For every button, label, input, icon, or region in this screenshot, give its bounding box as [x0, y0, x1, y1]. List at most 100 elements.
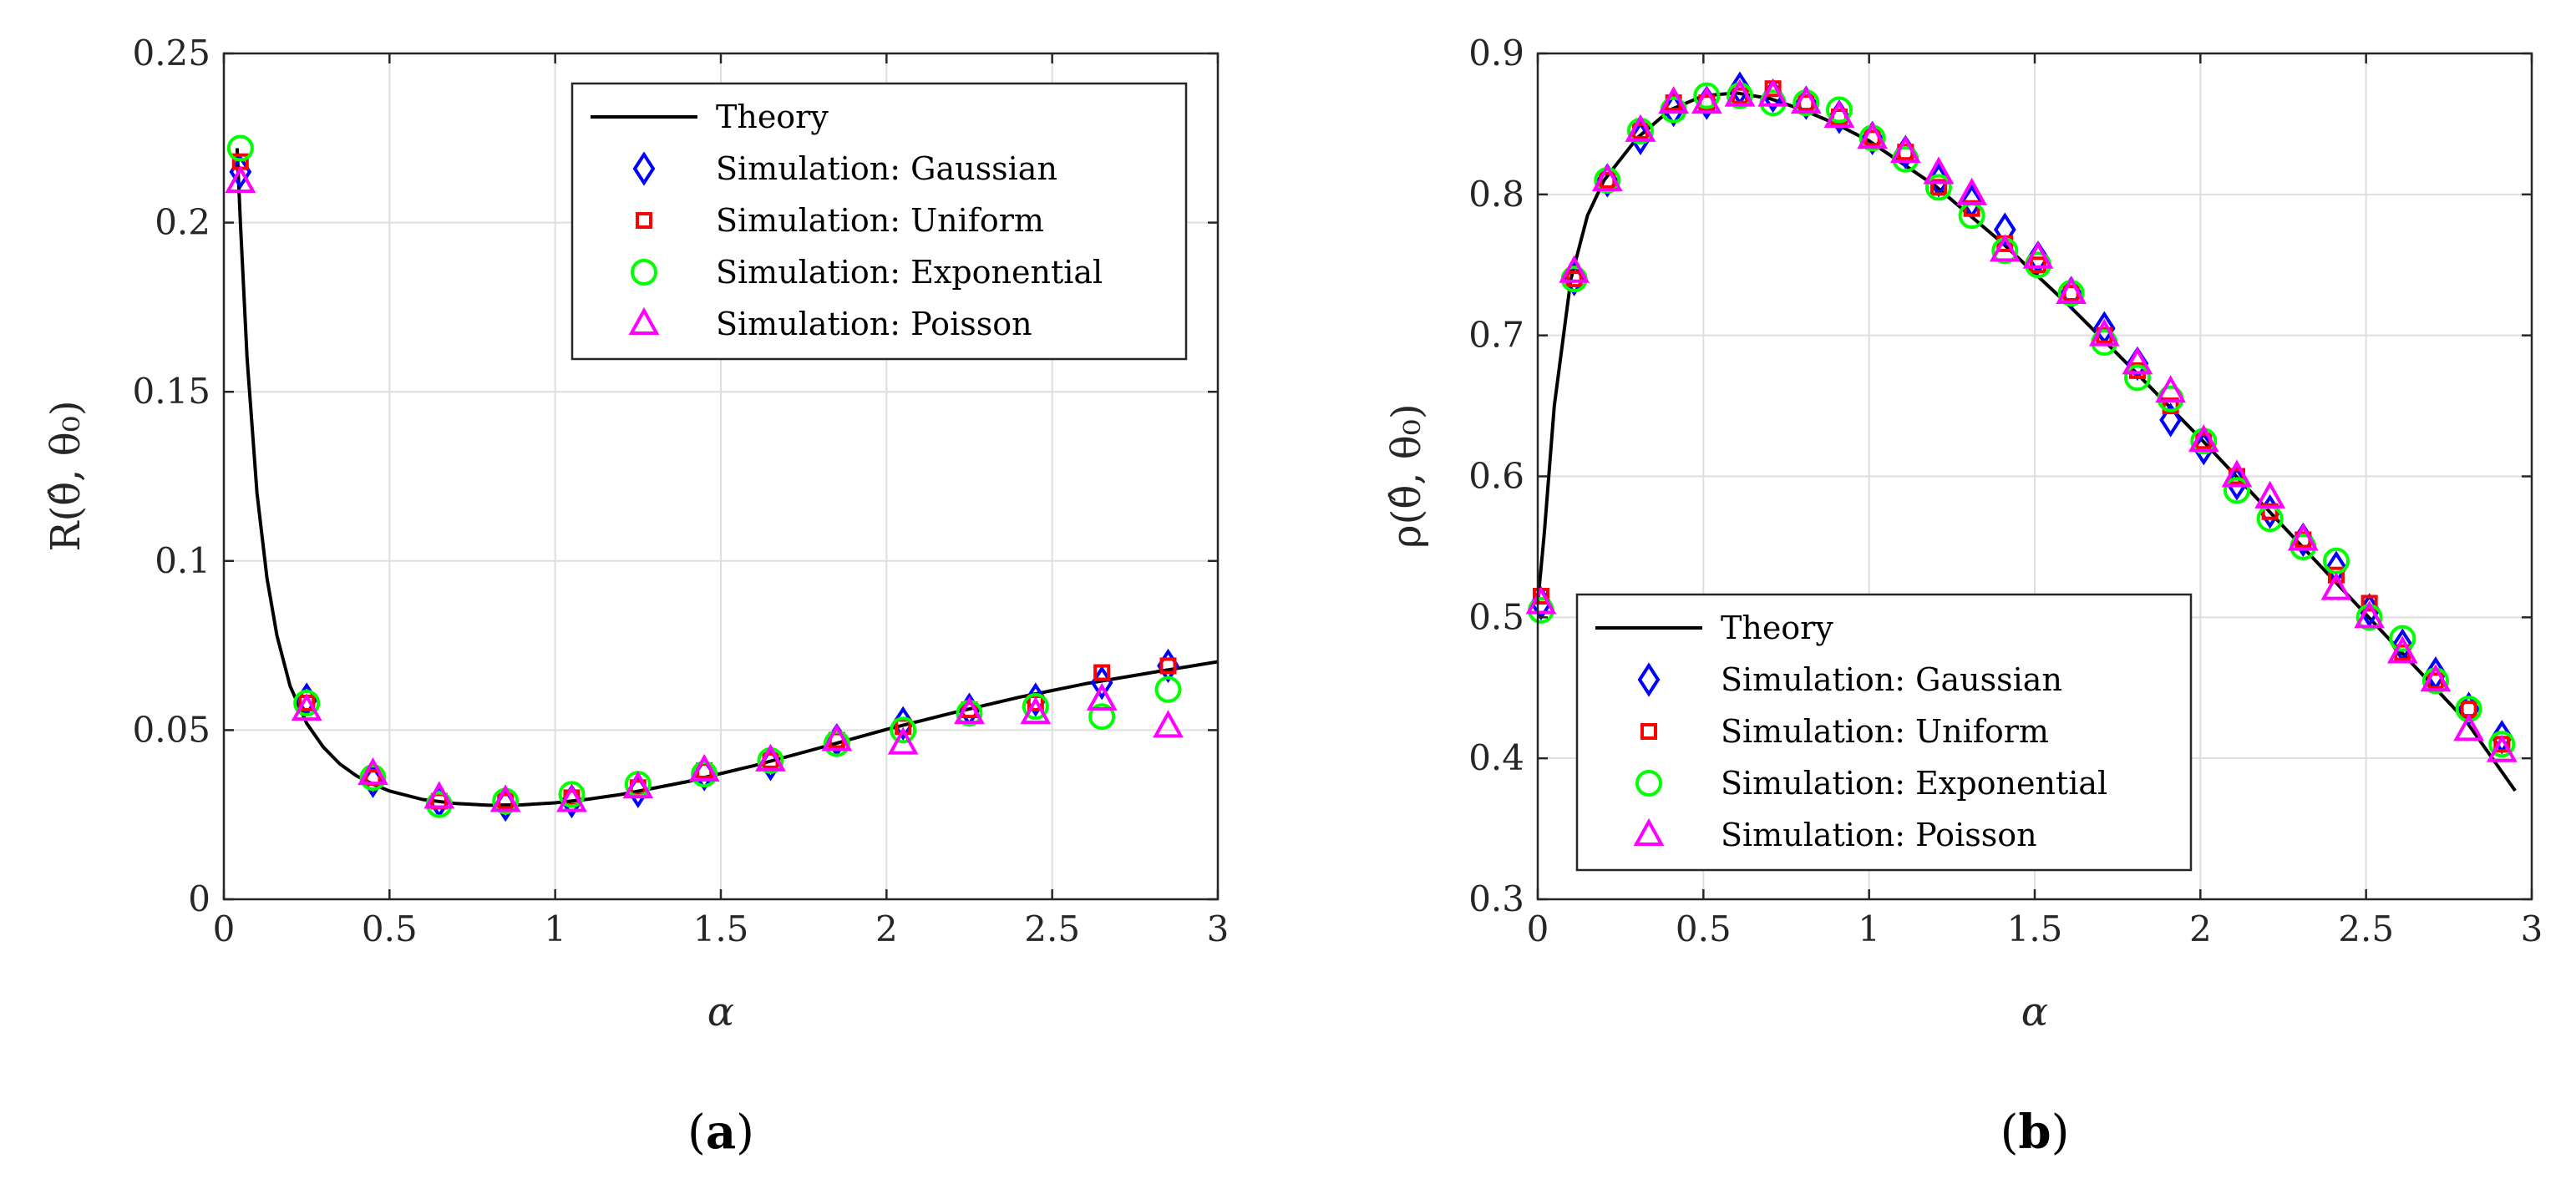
panel-b-poisson-point: Simulation: Poisson (0.11, 0.745) [1559, 255, 1590, 283]
panel-b-exponential-point: Simulation: Exponential (2.81, 0.435) [2455, 696, 2482, 723]
panel-a-subcaption-letter: a [706, 1105, 736, 1160]
panel-b-poisson-point: Simulation: Poisson (0.61, 0.87) [1724, 78, 1756, 107]
panel-b-y-tick-label: 0.7 [1468, 315, 1524, 356]
panel-b-uniform-point: Simulation: Uniform (1.51, 0.75) [2029, 256, 2046, 274]
panel-b-uniform-point: Simulation: Uniform (1.91, 0.65) [2162, 397, 2179, 415]
panel-b-poisson-point: Simulation: Poisson (1.11, 0.83) [1889, 135, 1921, 164]
panel-b-poisson-point: Simulation: Poisson (2.81, 0.42) [2453, 713, 2485, 741]
panel-a-exponential-point: Simulation: Exponential (0.25, 0.058) [293, 689, 321, 716]
panel-a-y-tick-label: 0 [188, 878, 210, 919]
panel-b-poisson-point: Simulation: Poisson (0.31, 0.845) [1625, 114, 1656, 142]
panel-a-poisson-point: Simulation: Poisson (2.45, 0.055) [1020, 696, 1052, 725]
panel-b-uniform-point: Simulation: Uniform (1.81, 0.675) [2128, 362, 2146, 379]
panel-b-y-label: ρ(θ̂, θ₀) [1383, 403, 1430, 548]
panel-b-poisson-point: Simulation: Poisson (1.51, 0.755) [2022, 240, 2054, 269]
panel-a-poisson-point: Simulation: Poisson (1.25, 0.033) [622, 771, 654, 799]
panel-a-legend-exponential-label: Simulation: Exponential [716, 254, 1103, 291]
panel-a-exponential-point: Simulation: Exponential (0.05, 0.222) [226, 134, 254, 162]
panel-b-gaussian-point: Simulation: Gaussian (1.91, 0.64) [2159, 402, 2183, 438]
panel-a-y-tick-label: 0.1 [155, 540, 210, 581]
panel-a-legend-theory-label: Theory [716, 99, 829, 135]
panel-b-poisson-point: Simulation: Poisson (0.51, 0.865) [1691, 85, 1722, 114]
panel-b-poisson-point: Simulation: Poisson (0.01, 0.51) [1525, 586, 1557, 615]
panel-b-poisson-point: Simulation: Poisson (1.61, 0.73) [2056, 276, 2087, 305]
panel-b-x-tick-label: 1 [1858, 908, 1880, 949]
panel-b-theory-line [1536, 91, 2517, 792]
panel-b-exponential-point: Simulation: Exponential (2.61, 0.485) [2389, 625, 2416, 652]
panel-b-poisson-point: Simulation: Poisson (2.31, 0.555) [2287, 523, 2319, 551]
panel-b-poisson-point: Simulation: Poisson (1.81, 0.68) [2122, 347, 2153, 375]
panel-b-subcaption-letter: b [2018, 1105, 2051, 1160]
panel-a-exponential-point: Simulation: Exponential (2.05, 0.05) [890, 716, 917, 744]
panel-a-exponential-point: Simulation: Exponential (2.65, 0.054) [1088, 703, 1116, 731]
panel-a-poisson-point: Simulation: Poisson (2.25, 0.055) [954, 696, 985, 725]
panel-b-exponential-point: Simulation: Exponential (1.21, 0.805) [1924, 174, 1952, 201]
panel-b-legend: Theory Simulation: Gaussian Simulation: Un… [1575, 593, 2193, 872]
panel-b-legend-uniform-swatch [1640, 723, 1657, 740]
panel-b-uniform-point: Simulation: Uniform (1.21, 0.805) [1929, 179, 1947, 196]
panel-a-subcaption: (a) [687, 1105, 754, 1160]
panel-a-legend-uniform-swatch [636, 212, 652, 229]
panel-b-legend-gaussian-swatch [1637, 662, 1661, 697]
panel-b-uniform-point: Simulation: Uniform (0.11, 0.74) [1565, 271, 1583, 288]
panel-b-y-tick-label: 0.4 [1468, 737, 1524, 778]
panel-b-x-tick-label: 3 [2521, 908, 2543, 949]
panel-a-poisson-point: Simulation: Poisson (1.05, 0.029) [556, 784, 587, 812]
panel-a-y-tick-label: 0.15 [132, 371, 210, 412]
panel-a-exponential-point: Simulation: Exponential (1.45, 0.037) [691, 761, 718, 788]
panel-a-poisson-point: Simulation: Poisson (2.65, 0.059) [1086, 682, 1118, 711]
panel-b-subcaption: (b) [2000, 1105, 2070, 1160]
panel-b-y-tick-label: 0.3 [1468, 878, 1524, 919]
panel-a-uniform-point: Simulation: Uniform (2.65, 0.067) [1093, 664, 1111, 681]
panel-a-x-tick-label: 2 [875, 908, 898, 949]
panel-b-x-tick-label: 0.5 [1676, 908, 1732, 949]
panel-b-poisson-point: Simulation: Poisson (1.41, 0.76) [1989, 234, 2021, 262]
panel-b-poisson-point: Simulation: Poisson (2.11, 0.6) [2221, 459, 2253, 488]
panel-b-poisson-point: Simulation: Poisson (1.71, 0.7) [2088, 318, 2120, 347]
panel-b-uniform-point: Simulation: Uniform (2.41, 0.53) [2327, 566, 2345, 584]
panel-b-ticks: 0 0.5 1 1.5 2 2.5 3 0.3 0.4 0.5 0.6 0.7 0.8 0.9 [1468, 33, 2543, 949]
panel-a-poisson-point: Simulation: Poisson (1.65, 0.041) [755, 743, 786, 772]
panel-a-exponential-point: Simulation: Exponential (0.45, 0.036) [359, 764, 387, 792]
panel-b-chart: Simulation: Gaussian (0.01, 0.51)Simulat… [1383, 33, 2543, 1160]
panel-a-legend: Theory Simulation: Gaussian Simulation: Un… [570, 82, 1188, 361]
panel-a-poisson-point: Simulation: Poisson (0.05, 0.212) [225, 164, 256, 193]
panel-a-markers: Simulation: Gaussian (0.05, 0.215)Simula… [225, 134, 1184, 822]
panel-b-legend-exponential-label: Simulation: Exponential [1721, 765, 2107, 802]
panel-b-poisson-point: Simulation: Poisson (2.51, 0.5) [2354, 600, 2386, 629]
panel-b-poisson-point: Simulation: Poisson (1.21, 0.815) [1923, 156, 1955, 185]
panel-a-legend-poisson-label: Simulation: Poisson [716, 306, 1032, 342]
panel-a-poisson-point: Simulation: Poisson (0.25, 0.056) [291, 692, 322, 721]
panel-a-x-tick-label: 2.5 [1024, 908, 1080, 949]
panel-a-poisson-point: Simulation: Poisson (0.65, 0.03) [423, 781, 455, 809]
panel-a-x-label: α [707, 989, 734, 1035]
panel-a-poisson-point: Simulation: Poisson (2.05, 0.046) [887, 726, 919, 755]
panel-a-poisson-point: Simulation: Poisson (2.85, 0.051) [1153, 710, 1184, 738]
panel-a-y-tick-label: 0.05 [132, 709, 210, 750]
panel-a-poisson-point: Simulation: Poisson (0.85, 0.029) [489, 784, 521, 812]
panel-b-legend-gaussian-label: Simulation: Gaussian [1721, 661, 2062, 698]
panel-a-x-tick-label: 1 [544, 908, 566, 949]
panel-b-poisson-point: Simulation: Poisson (1.31, 0.8) [1956, 177, 1988, 205]
panel-a-exponential-point: Simulation: Exponential (2.85, 0.062) [1154, 676, 1182, 703]
panel-b-y-tick-label: 0.6 [1468, 456, 1524, 497]
panel-b-poisson-point: Simulation: Poisson (2.71, 0.455) [2420, 664, 2452, 692]
panel-b-poisson-point: Simulation: Poisson (2.21, 0.585) [2254, 480, 2286, 509]
panel-b-x-tick-label: 2 [2189, 908, 2212, 949]
panel-a-legend-poisson-swatch [628, 306, 660, 335]
panel-b-poisson-point: Simulation: Poisson (0.21, 0.81) [1591, 163, 1623, 191]
panel-b-legend-exponential-swatch [1635, 770, 1662, 797]
panel-b-poisson-point: Simulation: Poisson (2.01, 0.625) [2188, 424, 2219, 453]
panel-b-gaussian-point: Simulation: Gaussian (1.41, 0.775) [1993, 212, 2016, 247]
panel-b-exponential-point: Simulation: Exponential (1.81, 0.67) [2123, 364, 2151, 392]
panel-b-legend-uniform-label: Simulation: Uniform [1721, 713, 2049, 750]
panel-b-exponential-point: Simulation: Exponential (2.11, 0.59) [2223, 477, 2250, 504]
panel-b-exponential-point: Simulation: Exponential (0.51, 0.87) [1693, 82, 1721, 109]
panel-a-y-tick-label: 0.25 [132, 33, 210, 73]
panel-b-legend-poisson-swatch [1633, 817, 1665, 846]
panel-b-markers: Simulation: Gaussian (0.01, 0.51)Simulat… [1525, 71, 2518, 762]
panel-b-poisson-point: Simulation: Poisson (2.41, 0.52) [2320, 572, 2352, 600]
panel-b-legend-poisson-label: Simulation: Poisson [1721, 817, 2037, 853]
panel-a-y-tick-label: 0.2 [155, 202, 210, 243]
